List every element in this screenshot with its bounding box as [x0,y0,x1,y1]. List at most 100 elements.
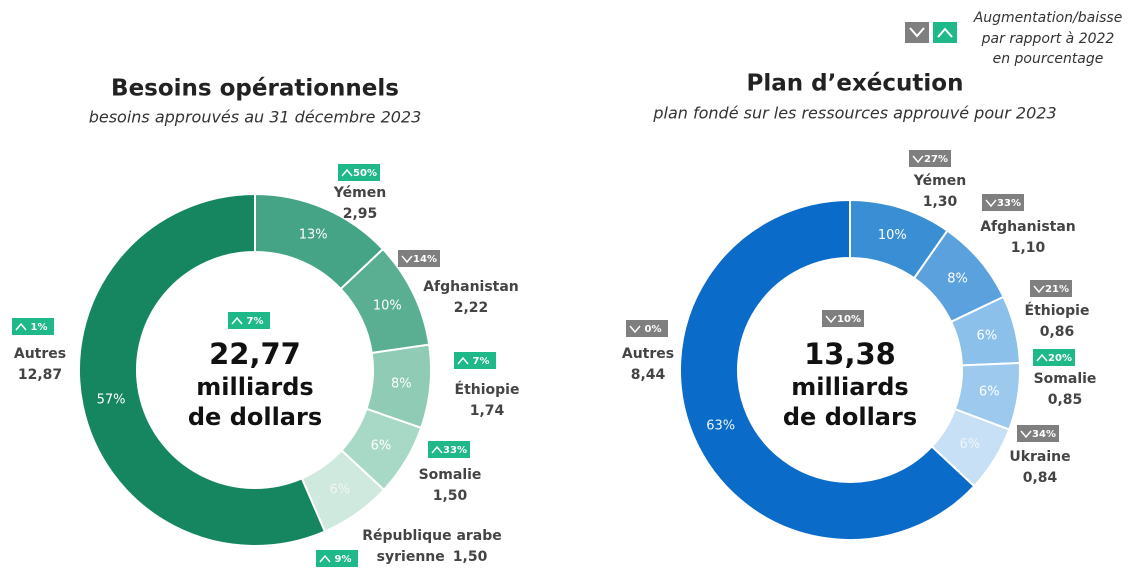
change-badge [982,194,1024,211]
center-unit: milliards [196,373,313,401]
slice-label: Yémen 1,30 [890,171,990,213]
change-icon [341,168,353,177]
change-badge [1017,425,1059,442]
change-badge [228,312,270,329]
value-label: 8,44 [630,367,666,383]
share-label: 13% [299,227,328,242]
share-label: 6% [960,437,981,452]
change-icon [231,316,243,325]
legend-text: en pourcentage [993,51,1104,67]
change-label: 14% [413,254,437,265]
category-label: Yémen [913,173,967,189]
change-label: 27% [924,154,948,165]
value-label: 0,85 [1047,392,1083,408]
slice-label: Somalie 0,85 [1015,369,1115,411]
slice-label: Afghanistan 2,22 [411,277,531,319]
change-badge [454,352,496,369]
change-icon [985,199,997,208]
category-label: Somalie [418,467,482,483]
change-badge [626,320,668,337]
slice-label: République arabe syrienne 1,50 [352,526,512,568]
category-label: Autres [13,346,67,362]
value-label: 1,74 [469,403,505,419]
change-label: 9% [335,554,352,565]
change-badge [316,550,358,567]
change-label: 33% [443,445,467,456]
change-label: 20% [1048,353,1072,364]
change-badge [822,310,864,327]
center-unit: de dollars [188,403,322,431]
chart-title: Besoins opérationnels [111,76,399,102]
change-label: 0% [645,324,662,335]
slice-label: Éthiopie 0,86 [1007,301,1107,343]
change-badge [909,150,951,167]
value-label: 1,50 [432,488,468,504]
category-label: Ukraine [1009,449,1071,465]
slice-label: Autres 8,44 [608,344,688,386]
change-badge [12,318,54,335]
change-badge [1030,280,1072,297]
slice-label: Ukraine 0,84 [990,447,1090,489]
category-label: Somalie [1033,371,1097,387]
change-icon [1020,430,1032,439]
change-badge [428,441,470,458]
category-label: Afghanistan [423,279,519,295]
share-label: 10% [373,298,402,313]
value-label: 2,22 [453,300,489,316]
change-icon [629,325,641,334]
share-label: 6% [979,385,1000,400]
change-icon [457,356,469,365]
change-icon [912,155,924,164]
share-label: 8% [391,376,412,391]
change-icon [15,322,27,331]
change-label: 10% [837,314,861,325]
value-label: 2,95 [342,206,378,222]
legend-down-box [905,22,929,43]
legend-text: Augmentation/baisse [973,10,1123,26]
share-label: 10% [878,228,907,243]
change-badge [1033,349,1075,366]
legend-up-box [933,22,957,43]
center-unit: milliards [791,373,908,401]
change-label: 21% [1045,284,1069,295]
share-label: 8% [947,271,968,286]
slice-label: Autres 12,87 [0,344,80,386]
change-icon [1036,353,1048,362]
value-label: 0,84 [1022,470,1058,486]
donut-slice [78,192,327,547]
value-label: 1,30 [922,194,958,210]
change-label: 1% [31,322,48,333]
legend-up-icon [937,27,953,38]
change-label: 7% [473,356,490,367]
chart-subtitle: plan fondé sur les ressources approuvé p… [652,104,1056,123]
share-label: 6% [371,438,392,453]
category-label: Éthiopie [1024,303,1090,319]
share-label: 57% [97,392,126,407]
value-label: 1,50 [452,549,488,565]
chart-title: Plan d’exécution [747,71,964,97]
center-total: 22,77 [209,337,301,371]
slice-label: Éthiopie 1,74 [427,380,547,422]
change-icon [401,255,413,264]
value-label: 1,10 [1010,240,1046,256]
center-unit: de dollars [783,403,917,431]
slice-label: Yémen 2,95 [300,183,420,225]
change-label: 33% [997,198,1021,209]
slice-label: Afghanistan 1,10 [968,217,1088,259]
category-label: République arabe syrienne [362,528,502,565]
legend-text: par rapport à 2022 [981,31,1115,47]
category-label: Autres [621,346,675,362]
change-label: 7% [247,316,264,327]
share-label: 63% [706,419,735,434]
change-badge [338,164,380,181]
center-total: 13,38 [804,337,896,371]
category-label: Afghanistan [980,219,1076,235]
chart-subtitle: besoins approuvés au 31 décembre 2023 [89,108,422,127]
change-badge [398,250,440,267]
category-label: Éthiopie [454,382,520,398]
slice-label: Somalie 1,50 [390,465,510,507]
change-label: 50% [353,168,377,179]
change-icon [319,554,331,563]
